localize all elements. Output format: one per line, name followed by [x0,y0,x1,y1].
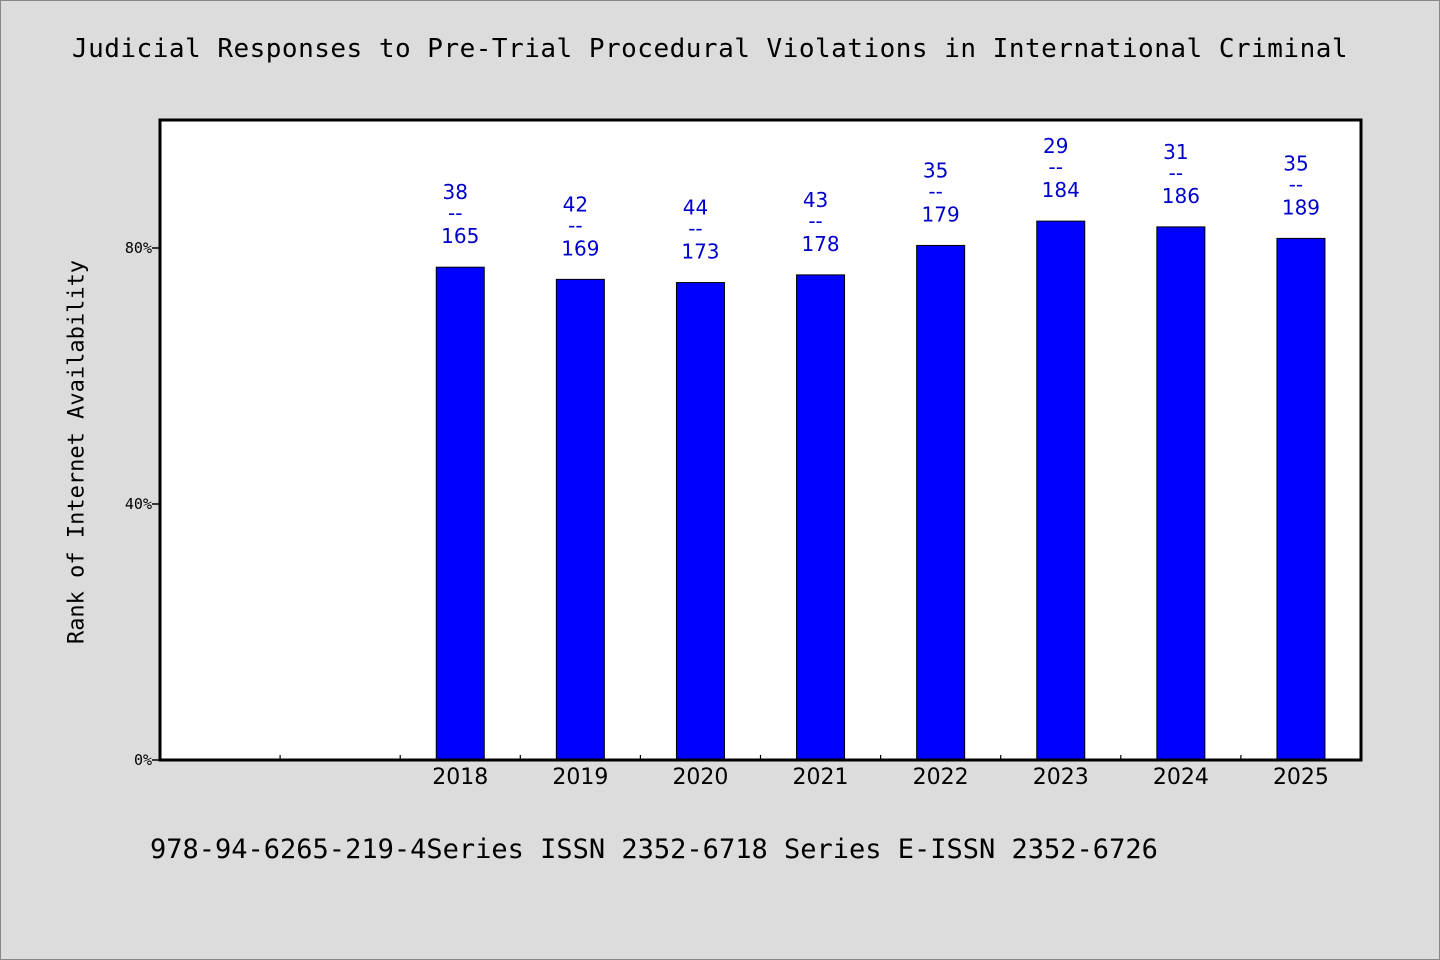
bar-label-separator: -- [1169,161,1183,185]
bar-label-bottom: 184 [1042,178,1080,202]
bar-label-bottom: 189 [1282,195,1320,219]
bar-label-top: 31 [1163,140,1188,164]
bar [916,244,966,761]
bar-label-bottom: 169 [561,236,599,260]
footer-text: 978-94-6265-219-4Series ISSN 2352-6718 S… [150,834,1158,865]
x-tick-label: 2020 [672,765,728,790]
bar-label-separator: -- [1289,172,1303,196]
bar-label-separator: -- [568,213,582,237]
bar-label-separator: -- [928,179,942,203]
bar-label-separator: -- [808,209,822,233]
bar-label-top: 44 [683,196,708,220]
y-tick-label: 40% [125,495,152,513]
x-tick-label: 2019 [552,765,608,790]
bar [555,278,605,761]
x-tick-label: 2024 [1153,765,1209,790]
bar-label-bottom: 179 [922,202,960,226]
bar-label-bottom: 173 [681,240,719,264]
bar [1156,226,1206,761]
x-tick-label: 2025 [1273,765,1329,790]
x-tick-label: 2021 [793,765,849,790]
y-axis-ticks: 0% 40% 80% [125,239,160,769]
bar-label-top: 42 [563,192,588,216]
bar-label-top: 38 [443,180,468,204]
bar [1036,220,1086,761]
bar-label-top: 35 [1283,151,1308,175]
bar-label-separator: -- [688,217,702,241]
chart-title: Judicial Responses to Pre-Trial Procedur… [71,34,1349,64]
bar-label-separator: -- [448,201,462,225]
x-tick-label: 2023 [1033,765,1089,790]
bars-group [435,220,1326,761]
bar [435,266,485,761]
bar [675,282,725,761]
plot-border [158,118,1363,762]
x-tick-label: 2018 [432,765,488,790]
bar [1276,237,1326,761]
bar-label-separator: -- [1049,155,1063,179]
bar-label-top: 43 [803,188,828,212]
bar-label-bottom: 165 [441,224,479,248]
bar-label-top: 29 [1043,134,1068,158]
bar [796,274,846,761]
bar-label-bottom: 178 [801,232,839,256]
bar-label-bottom: 186 [1162,184,1200,208]
y-tick-label: 80% [125,239,152,257]
x-tick-label: 2022 [913,765,969,790]
bar-labels-group: 38--16542--16944--17343--17835--17929--1… [441,134,1320,263]
x-axis-ticks: 2018 2019 2020 2021 2022 2023 2024 2025 [279,755,1329,790]
y-tick-label: 0% [134,751,152,769]
bar-label-top: 35 [923,158,948,182]
